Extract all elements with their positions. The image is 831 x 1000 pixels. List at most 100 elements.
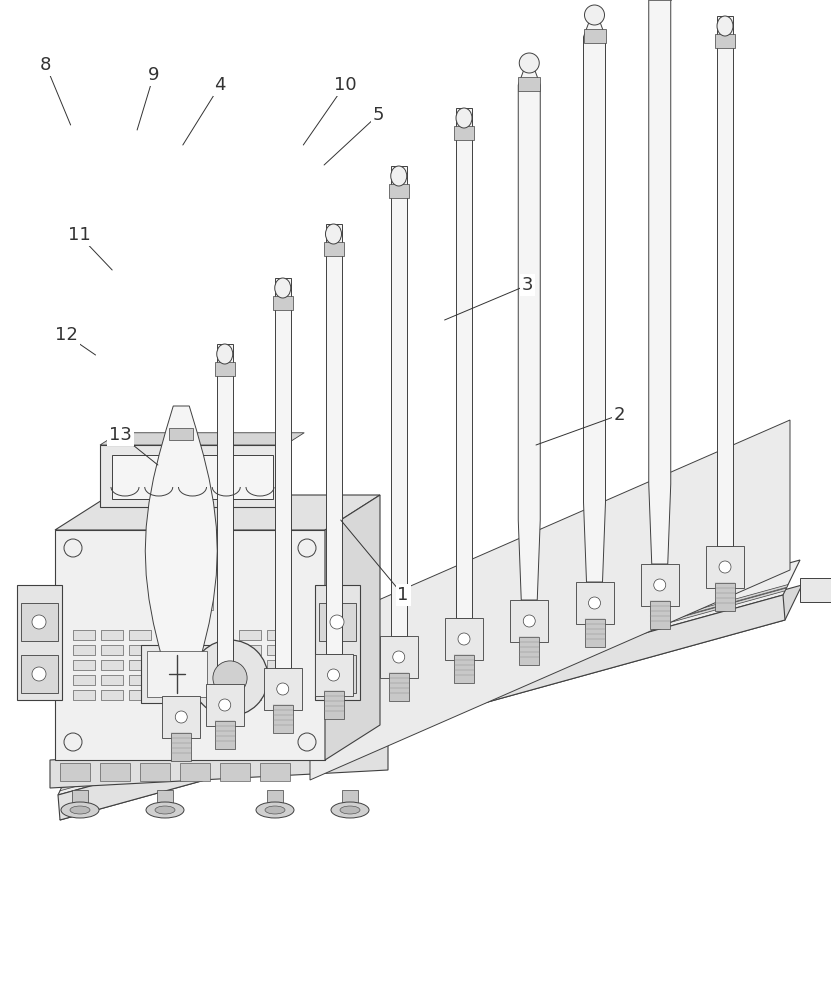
Bar	[445, 618, 483, 660]
Text: 8: 8	[40, 56, 52, 74]
Text: 11: 11	[67, 226, 91, 244]
Bar	[342, 790, 358, 812]
Bar	[275, 278, 291, 668]
Bar	[267, 675, 288, 685]
Bar	[583, 29, 606, 43]
Ellipse shape	[519, 53, 539, 73]
Ellipse shape	[340, 806, 360, 814]
Polygon shape	[145, 406, 217, 696]
Bar	[112, 455, 273, 499]
Bar	[206, 684, 243, 726]
Bar	[214, 721, 234, 749]
Text: 3: 3	[522, 276, 534, 294]
Circle shape	[32, 615, 46, 629]
Bar	[315, 585, 360, 700]
Polygon shape	[61, 584, 788, 787]
Bar	[214, 362, 234, 376]
Bar	[800, 578, 831, 602]
Circle shape	[654, 579, 666, 591]
Ellipse shape	[155, 806, 175, 814]
Ellipse shape	[265, 806, 285, 814]
Bar	[73, 675, 95, 685]
Bar	[267, 690, 288, 700]
Bar	[101, 675, 123, 685]
Circle shape	[393, 651, 405, 663]
Bar	[267, 790, 283, 812]
Text: 2: 2	[613, 406, 625, 424]
Circle shape	[524, 615, 535, 627]
Text: 5: 5	[372, 106, 384, 124]
Ellipse shape	[146, 802, 184, 818]
Bar	[175, 600, 192, 610]
Bar	[157, 790, 173, 812]
Ellipse shape	[584, 5, 604, 25]
Bar	[17, 585, 62, 700]
Circle shape	[327, 669, 340, 681]
Ellipse shape	[331, 802, 369, 818]
Bar	[155, 600, 171, 610]
Bar	[170, 428, 194, 440]
Bar	[141, 645, 213, 703]
Circle shape	[298, 539, 316, 557]
Polygon shape	[50, 742, 388, 788]
Bar	[162, 696, 200, 738]
Text: 12: 12	[55, 326, 78, 344]
Bar	[510, 600, 548, 642]
Bar	[576, 582, 613, 624]
Polygon shape	[58, 560, 800, 795]
Circle shape	[32, 667, 46, 681]
Circle shape	[330, 615, 344, 629]
Circle shape	[458, 633, 470, 645]
Bar	[101, 630, 123, 640]
Ellipse shape	[717, 16, 733, 36]
Bar	[21, 655, 58, 693]
Bar	[323, 242, 343, 256]
Polygon shape	[649, 0, 671, 564]
Bar	[196, 585, 213, 595]
Text: 13: 13	[109, 426, 132, 444]
Bar	[171, 733, 191, 761]
Polygon shape	[519, 55, 540, 600]
Bar	[319, 603, 356, 641]
Polygon shape	[325, 495, 380, 760]
Text: 9: 9	[148, 66, 160, 84]
Bar	[175, 585, 192, 595]
Bar	[129, 645, 151, 655]
Bar	[196, 600, 213, 610]
Circle shape	[277, 683, 288, 695]
Bar	[380, 636, 418, 678]
Bar	[519, 77, 540, 91]
Bar	[715, 583, 735, 611]
Circle shape	[298, 733, 316, 751]
Bar	[267, 645, 288, 655]
Bar	[456, 108, 472, 618]
Circle shape	[219, 699, 231, 711]
Bar	[101, 690, 123, 700]
Bar	[326, 224, 342, 654]
Circle shape	[330, 667, 344, 681]
Bar	[391, 166, 406, 636]
Bar	[238, 630, 261, 640]
Polygon shape	[310, 420, 790, 780]
Bar	[238, 675, 261, 685]
Bar	[641, 564, 679, 606]
Bar	[273, 296, 293, 310]
Bar	[129, 690, 151, 700]
Bar	[273, 705, 293, 733]
Bar	[267, 630, 288, 640]
Bar	[454, 655, 474, 683]
Bar	[101, 645, 123, 655]
Bar	[73, 645, 95, 655]
Ellipse shape	[61, 802, 99, 818]
Ellipse shape	[70, 806, 90, 814]
Polygon shape	[100, 433, 304, 445]
Bar	[323, 691, 343, 719]
Bar	[584, 619, 604, 647]
Bar	[180, 763, 210, 781]
Bar	[101, 660, 123, 670]
Bar	[220, 763, 250, 781]
Bar	[717, 16, 733, 546]
Ellipse shape	[326, 224, 342, 244]
Circle shape	[719, 561, 731, 573]
Bar	[55, 530, 325, 760]
